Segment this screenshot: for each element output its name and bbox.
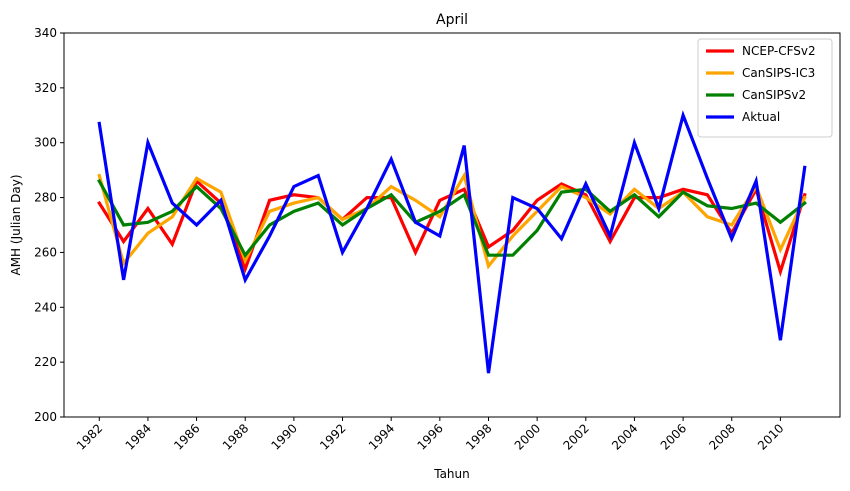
x-tick-label: 1998 bbox=[463, 421, 494, 452]
legend-label: Aktual bbox=[742, 110, 780, 124]
x-tick-label: 2006 bbox=[658, 421, 689, 452]
y-tick-label: 240 bbox=[34, 300, 57, 314]
x-tick-label: 2002 bbox=[560, 421, 591, 452]
y-axis-label: AMH (Julian Day) bbox=[9, 174, 23, 275]
x-tick-label: 2000 bbox=[512, 421, 543, 452]
y-axis: 200 220 240 260 280 300 320 340 bbox=[34, 26, 64, 424]
x-tick-label: 2004 bbox=[609, 421, 640, 452]
y-tick-label: 280 bbox=[34, 191, 57, 205]
legend-label: NCEP-CFSv2 bbox=[742, 44, 816, 58]
x-tick-label: 1982 bbox=[74, 421, 105, 452]
x-tick-label: 2010 bbox=[755, 421, 786, 452]
legend: NCEP-CFSv2 CanSIPS-IC3 CanSIPSv2 Aktual bbox=[697, 38, 833, 138]
x-tick-label: 1994 bbox=[366, 421, 397, 452]
x-tick-label: 2008 bbox=[706, 421, 737, 452]
legend-label: CanSIPS-IC3 bbox=[742, 66, 815, 80]
y-tick-label: 300 bbox=[34, 136, 57, 150]
legend-frame bbox=[697, 38, 833, 138]
x-tick-label: 1992 bbox=[317, 421, 348, 452]
y-tick-label: 220 bbox=[34, 355, 57, 369]
x-tick-label: 1988 bbox=[220, 421, 251, 452]
y-tick-label: 200 bbox=[34, 410, 57, 424]
x-axis: 1982 1984 1986 1988 1990 1992 1994 1996 1998 2000… bbox=[74, 417, 787, 453]
chart-title: April bbox=[436, 12, 468, 28]
x-tick-label: 1990 bbox=[269, 421, 300, 452]
x-tick-label: 1986 bbox=[171, 421, 202, 452]
y-tick-label: 340 bbox=[34, 26, 57, 40]
legend-label: CanSIPSv2 bbox=[742, 88, 806, 102]
series-line-aktual bbox=[97, 110, 807, 374]
y-tick-label: 320 bbox=[34, 81, 57, 95]
plot-frame bbox=[63, 32, 841, 418]
x-tick-label: 1984 bbox=[123, 421, 154, 452]
x-tick-label: 1996 bbox=[414, 421, 445, 452]
y-tick-label: 260 bbox=[34, 245, 57, 259]
x-axis-label: Tahun bbox=[433, 467, 470, 481]
series-layer bbox=[97, 110, 807, 374]
